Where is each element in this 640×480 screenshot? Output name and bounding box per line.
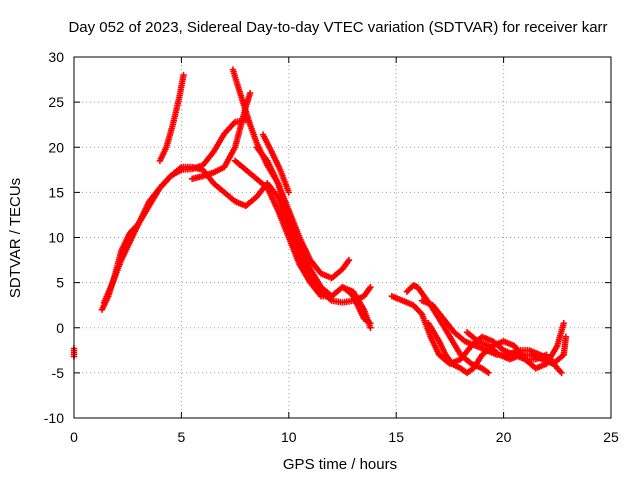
y-tick-label: 30 bbox=[48, 49, 64, 65]
x-tick-label: 5 bbox=[178, 429, 186, 445]
series-t9 bbox=[339, 283, 374, 327]
tick-labels: 0 5 10 15 20 25 -10 -5 0 5 10 15 20 25 30 bbox=[44, 49, 619, 445]
data-point bbox=[562, 333, 570, 340]
data-point bbox=[560, 320, 567, 327]
series-t5 bbox=[229, 66, 335, 300]
data-point bbox=[180, 71, 187, 79]
series-t1 bbox=[98, 116, 250, 313]
data-point bbox=[345, 256, 353, 264]
data-point bbox=[558, 369, 565, 377]
x-tick-label: 25 bbox=[603, 429, 619, 445]
y-tick-label: 0 bbox=[56, 320, 64, 336]
data-point bbox=[246, 89, 254, 97]
x-axis-title: GPS time / hours bbox=[283, 456, 397, 473]
series-t3 bbox=[156, 71, 187, 164]
axis-ticks bbox=[73, 56, 612, 419]
x-tick-label: 15 bbox=[388, 429, 404, 445]
y-tick-label: -5 bbox=[52, 365, 65, 381]
data-point bbox=[285, 189, 292, 196]
data-point bbox=[485, 369, 492, 377]
data-point bbox=[367, 320, 374, 327]
series-t8 bbox=[259, 131, 292, 196]
grid-lines bbox=[74, 57, 611, 418]
y-tick-label: 20 bbox=[48, 139, 64, 155]
y-axis-title: SDTVAR / TECUs bbox=[7, 178, 24, 298]
data-point bbox=[367, 283, 374, 291]
y-tick-label: 10 bbox=[48, 230, 64, 246]
series-t14 bbox=[463, 329, 570, 368]
y-tick-label: -10 bbox=[44, 410, 64, 426]
series-t2 bbox=[100, 163, 374, 306]
y-tick-label: 5 bbox=[56, 275, 64, 291]
data-points bbox=[70, 66, 570, 377]
x-tick-label: 0 bbox=[70, 429, 78, 445]
chart-title: Day 052 of 2023, Sidereal Day-to-day VTE… bbox=[68, 19, 607, 36]
x-tick-label: 20 bbox=[496, 429, 512, 445]
series-t7 bbox=[253, 144, 353, 282]
y-tick-label: 15 bbox=[48, 184, 64, 200]
x-tick-label: 10 bbox=[281, 429, 297, 445]
y-tick-label: 25 bbox=[48, 94, 64, 110]
